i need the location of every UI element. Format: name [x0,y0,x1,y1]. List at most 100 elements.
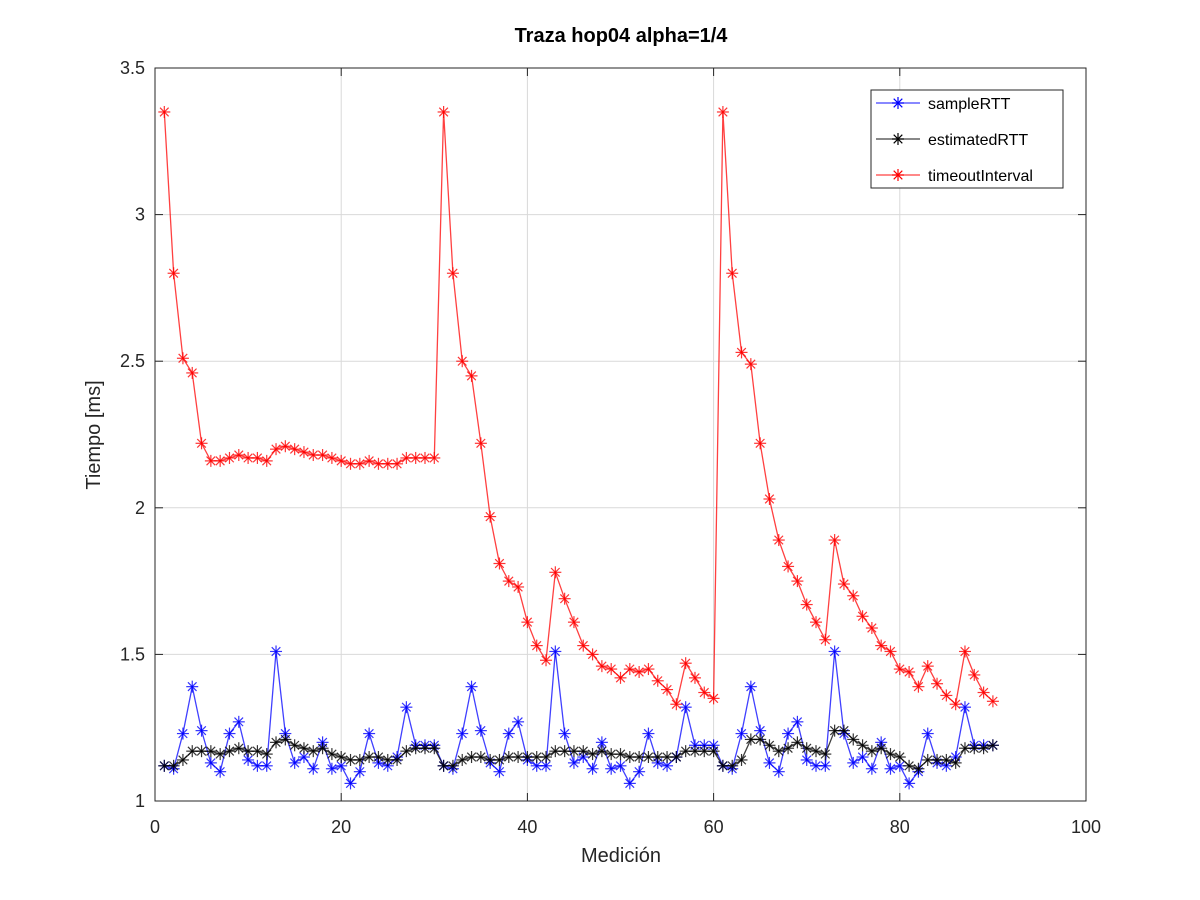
data-point [465,680,478,693]
data-point [800,598,813,611]
data-point [363,454,376,467]
legend: sampleRTT estimatedRTT timeoutInterval [870,89,1064,189]
legend-swatch-marker [892,169,904,181]
legend-swatch-marker [892,133,904,145]
data-point [940,689,953,702]
data-point [558,745,571,758]
y-tick-label: 3 [135,205,145,225]
data-point [810,745,823,758]
data-point [614,759,627,772]
data-point [586,762,599,775]
data-point [847,733,860,746]
x-tick-label: 40 [517,817,537,837]
data-point [884,748,897,761]
data-point [791,736,804,749]
data-point [186,680,199,693]
axis-ticks: 0 20 40 60 80 100 1 1.5 2 2.5 3 3.5 [120,58,1101,837]
legend-label: estimatedRTT [928,132,1028,149]
data-point [763,756,776,769]
data-point [232,449,245,462]
data-point [670,751,683,764]
data-point [493,753,506,766]
data-point [465,369,478,382]
data-point [772,534,785,547]
data-point [856,610,869,623]
data-point [260,759,273,772]
data-point [307,449,320,462]
data-point [986,739,999,752]
data-point [176,753,189,766]
data-point [707,692,720,705]
y-tick-label: 2.5 [120,351,145,371]
chart-title: Traza hop04 alpha=1/4 [515,25,729,47]
data-point [893,751,906,764]
data-point [204,745,217,758]
data-point [977,742,990,755]
data-point [484,510,497,523]
data-point [325,748,338,761]
data-point [307,745,320,758]
data-point [260,454,273,467]
data-point [540,751,553,764]
data-point [782,560,795,573]
data-point [931,677,944,690]
data-point [353,457,366,470]
data-point [195,745,208,758]
data-point [549,566,562,579]
data-point [698,686,711,699]
data-point [865,745,878,758]
data-point [325,762,338,775]
data-point [856,739,869,752]
data-point [884,762,897,775]
data-point [335,751,348,764]
y-tick-label: 2 [135,498,145,518]
data-point [353,765,366,778]
data-point [493,765,506,778]
data-point [865,622,878,635]
data-point [744,680,757,693]
data-point [186,366,199,379]
data-point [176,727,189,740]
data-point [288,739,301,752]
data-point [716,759,729,772]
data-point [502,575,515,588]
data-point [847,589,860,602]
y-axis-label: Tiempo [ms] [83,380,105,489]
data-point [530,639,543,652]
data-point [456,727,469,740]
legend-label: sampleRTT [928,96,1011,113]
data-point [903,759,916,772]
data-point [437,759,450,772]
data-point [456,753,469,766]
data-point [176,352,189,365]
data-point [800,753,813,766]
data-point [679,657,692,670]
data-point [968,668,981,681]
data-point [567,756,580,769]
data-point [744,358,757,371]
data-point [782,727,795,740]
data-point [912,680,925,693]
data-point [288,756,301,769]
data-point [353,753,366,766]
y-tick-label: 1.5 [120,644,145,664]
data-point [688,671,701,684]
data-point [400,701,413,714]
data-point [819,633,832,646]
data-point [791,575,804,588]
data-point [772,765,785,778]
data-point [949,756,962,769]
x-axis-label: Medición [581,845,661,867]
data-point [651,674,664,687]
data-point [232,742,245,755]
data-point [446,267,459,280]
data-point [465,751,478,764]
data-point [251,451,264,464]
data-point [297,742,310,755]
data-point [270,645,283,658]
data-point [651,751,664,764]
data-point [837,578,850,591]
data-point [884,645,897,658]
data-point [167,759,180,772]
data-point [204,756,217,769]
